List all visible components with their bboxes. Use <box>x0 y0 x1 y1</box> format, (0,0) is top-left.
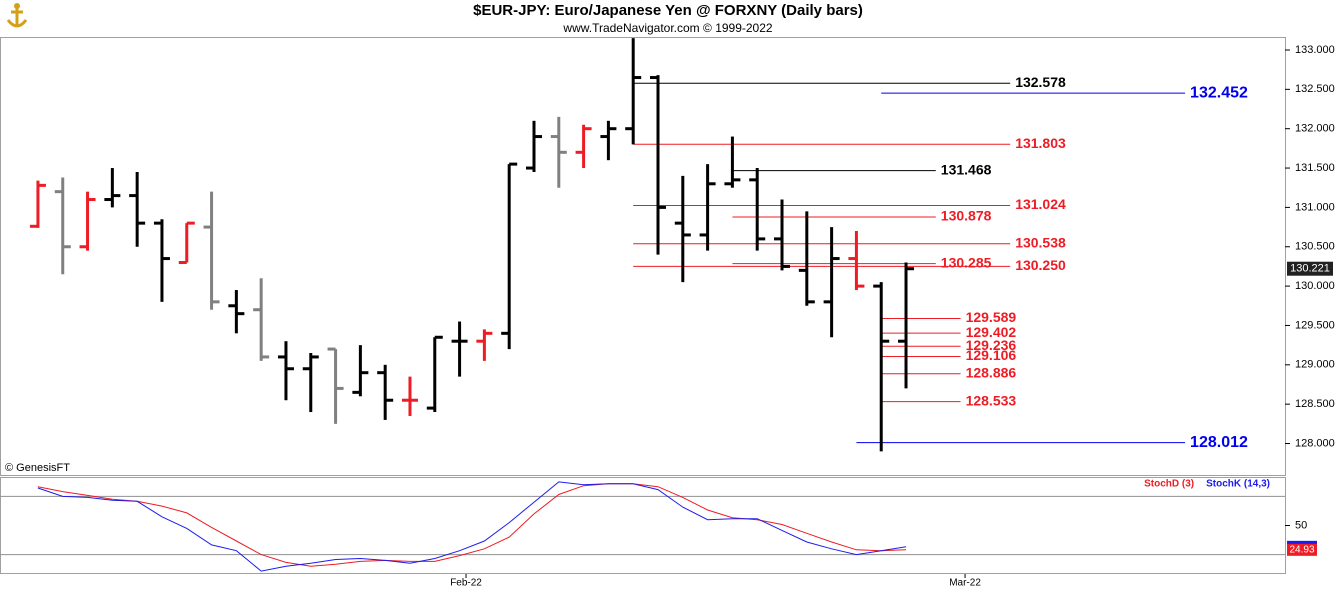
x-tick-label: Mar-22 <box>949 578 981 589</box>
last-value-box <box>1287 543 1317 556</box>
level-label: 131.468 <box>941 161 992 177</box>
level-label: 128.886 <box>966 364 1017 380</box>
level-label: 130.250 <box>1015 257 1066 273</box>
legend-entry: StochD (3) <box>1144 479 1194 490</box>
stoch-panel <box>0 477 1286 574</box>
y-tick-label: 132.500 <box>1295 83 1335 95</box>
y-tick-label: 128.000 <box>1295 437 1335 449</box>
level-label: 132.578 <box>1015 74 1066 90</box>
y-tick-label: 50 <box>1295 519 1307 531</box>
level-label: 131.803 <box>1015 135 1066 151</box>
level-label: 130.285 <box>941 254 992 270</box>
level-label: 129.589 <box>966 309 1017 325</box>
level-label: 130.538 <box>1015 234 1066 250</box>
stoch-line <box>37 481 907 572</box>
last-price-label: 130.221 <box>1290 263 1330 275</box>
chart-subtitle: www.TradeNavigator.com © 1999-2022 <box>562 21 772 35</box>
level-label: 132.452 <box>1190 84 1248 101</box>
legend-entry: StochK (14,3) <box>1206 479 1270 490</box>
price-panel <box>0 37 1286 476</box>
y-tick-label: 129.500 <box>1295 319 1335 331</box>
logo <box>2 2 32 32</box>
level-label: 128.012 <box>1190 434 1248 451</box>
level-label: 129.402 <box>966 324 1017 340</box>
level-label: 129.236 <box>966 337 1017 353</box>
logo-dot <box>14 3 20 9</box>
y-tick-label: 130.000 <box>1295 280 1335 292</box>
chart-title: $EUR-JPY: Euro/Japanese Yen @ FORXNY (Da… <box>473 2 863 19</box>
source-note: © GenesisFT <box>5 462 70 474</box>
y-tick-label: 132.000 <box>1295 123 1335 135</box>
y-tick-label: 129.000 <box>1295 359 1335 371</box>
y-tick-label: 131.000 <box>1295 201 1335 213</box>
y-tick-label: 128.500 <box>1295 398 1335 410</box>
last-value-label: 24.93 <box>1289 544 1314 555</box>
level-label: 128.533 <box>966 392 1017 408</box>
last-price-box <box>1287 261 1333 276</box>
y-tick-label: 130.500 <box>1295 241 1335 253</box>
x-tick-label: Feb-22 <box>450 578 482 589</box>
level-label: 131.024 <box>1015 196 1066 212</box>
y-tick-label: 133.000 <box>1295 44 1335 56</box>
y-tick-label: 131.500 <box>1295 162 1335 174</box>
level-label: 129.106 <box>966 347 1017 363</box>
level-label: 130.878 <box>941 208 992 224</box>
